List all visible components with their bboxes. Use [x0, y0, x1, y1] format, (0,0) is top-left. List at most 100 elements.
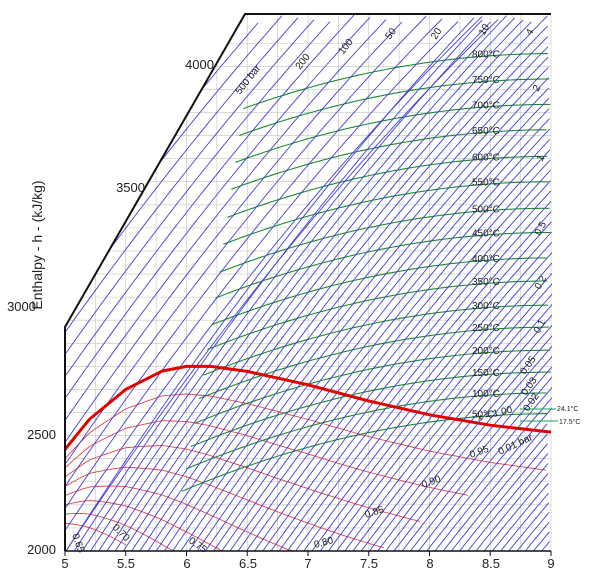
- isobar-line: [369, 323, 554, 552]
- x-tick-7: 7: [304, 556, 311, 571]
- isobar-line: [65, 21, 403, 442]
- isobar-label-1: 1: [535, 153, 548, 163]
- isobar-line: [106, 19, 524, 552]
- isobar-line: [483, 473, 549, 552]
- x-tick-8.5: 8.5: [482, 556, 500, 571]
- isobar-line: [155, 56, 549, 552]
- quality-label-0.80: 0.80: [313, 535, 335, 551]
- isobar-line: [295, 231, 552, 552]
- isobar-line: [426, 394, 556, 552]
- isotherm-line: [219, 207, 550, 273]
- frame-mask: [0, 0, 245, 551]
- isotherm-label: 200°C: [472, 346, 500, 357]
- isobar-line: [377, 333, 554, 552]
- isobar-label-2: 2: [531, 83, 544, 94]
- isobar-line: [98, 17, 516, 552]
- isobar-line: [164, 66, 549, 552]
- isotherm-line: [231, 129, 547, 190]
- isotherm-label: 800°C: [472, 50, 500, 61]
- isotherm-line: [243, 53, 549, 110]
- isobar-line: [475, 463, 549, 552]
- quality-line: [65, 513, 175, 552]
- isobar-line: [418, 384, 555, 552]
- right-mask: [552, 0, 590, 575]
- curve-labels: 800°C 750°C 700°C 650°C 600°C 550°C 500°C 450°C…: [472, 50, 558, 422]
- isobar-line: [393, 354, 555, 552]
- isobar-line: [237, 159, 551, 552]
- isobar-label-4: 4: [524, 27, 537, 38]
- y-tick-2000: 2000: [27, 542, 56, 557]
- isobar-line: [385, 343, 555, 552]
- isotherm-line: [239, 78, 550, 137]
- isobar-line: [328, 272, 553, 552]
- isobar-line: [65, 21, 459, 508]
- x-tick-9: 9: [547, 556, 554, 571]
- bottom-mask: [0, 552, 590, 575]
- isotherm-label: 100°C: [472, 389, 500, 400]
- isotherm-line: [223, 181, 549, 245]
- isotherm-line: [190, 371, 551, 448]
- isobar-line: [410, 374, 555, 552]
- isobar-line: [213, 128, 550, 552]
- isobar-line: [352, 303, 554, 552]
- isobar-line: [65, 17, 475, 552]
- isobar-line: [82, 21, 491, 552]
- isobar-line: [360, 313, 554, 552]
- isotherm-label: 750°C: [472, 75, 500, 86]
- isotherm-label: 300°C: [472, 301, 500, 312]
- isotherm-line: [181, 413, 547, 492]
- isobar-line: [172, 77, 549, 552]
- isobar-line: [65, 19, 499, 552]
- isobar-line: [492, 482, 549, 552]
- isobar-line: [278, 211, 552, 552]
- isobar-line: [221, 139, 551, 552]
- isobar-line: [270, 200, 552, 552]
- isobar-line: [541, 541, 550, 552]
- y-axis-label: Enthalpy - h - (kJ/kg): [29, 180, 45, 309]
- isobar-line: [188, 97, 550, 552]
- x-tick-5.5: 5.5: [117, 556, 135, 571]
- isotherm-label: 700°C: [472, 100, 500, 111]
- isobar-line: [508, 502, 550, 552]
- isobar-line: [336, 282, 553, 552]
- isotherm-label: 250°C: [472, 323, 500, 334]
- chart-frame: [64, 13, 552, 556]
- x-tick-6: 6: [183, 556, 190, 571]
- isobar-line: [205, 118, 550, 552]
- frame-border: [64, 13, 551, 551]
- isobar-line: [246, 169, 551, 552]
- isobar-line: [65, 14, 355, 376]
- isobar-line: [459, 443, 548, 552]
- isobar-line: [180, 87, 550, 552]
- isotherm-line: [194, 349, 550, 424]
- isobar-label-10: 10: [477, 22, 492, 38]
- isotherm-label: 550°C: [472, 178, 500, 189]
- x-tick-7.5: 7.5: [360, 556, 378, 571]
- isotherm-label: 400°C: [472, 254, 500, 265]
- quality-line: [65, 393, 547, 471]
- side-annotation-24.1c: 24.1°C: [557, 405, 578, 413]
- isobar-line: [131, 25, 548, 552]
- y-tick-3000: 3000: [7, 299, 36, 314]
- x-tick-5: 5: [61, 556, 68, 571]
- x-tick-6.5: 6.5: [239, 556, 257, 571]
- isotherm-label: 50°C: [472, 410, 494, 421]
- isotherm-label: 650°C: [472, 126, 500, 137]
- isobar-line: [524, 521, 550, 552]
- x-tick-8: 8: [426, 556, 433, 571]
- isobar-line: [254, 180, 551, 552]
- quality-line: [65, 444, 421, 522]
- isotherm-line: [211, 257, 547, 326]
- isotherm-label: 600°C: [472, 152, 500, 163]
- isobar-line: [65, 19, 315, 332]
- isotherm-label: 450°C: [472, 228, 500, 239]
- isotherm-line: [203, 304, 549, 376]
- y-tick-2500: 2500: [27, 427, 56, 442]
- isobar-line: [229, 149, 551, 552]
- isobar-line: [401, 364, 555, 552]
- isobar-line: [451, 433, 548, 552]
- y-tick-4000: 4000: [185, 57, 214, 72]
- isobar-line: [262, 190, 552, 552]
- isobar-line: [65, 21, 331, 354]
- isobar-line: [311, 252, 553, 552]
